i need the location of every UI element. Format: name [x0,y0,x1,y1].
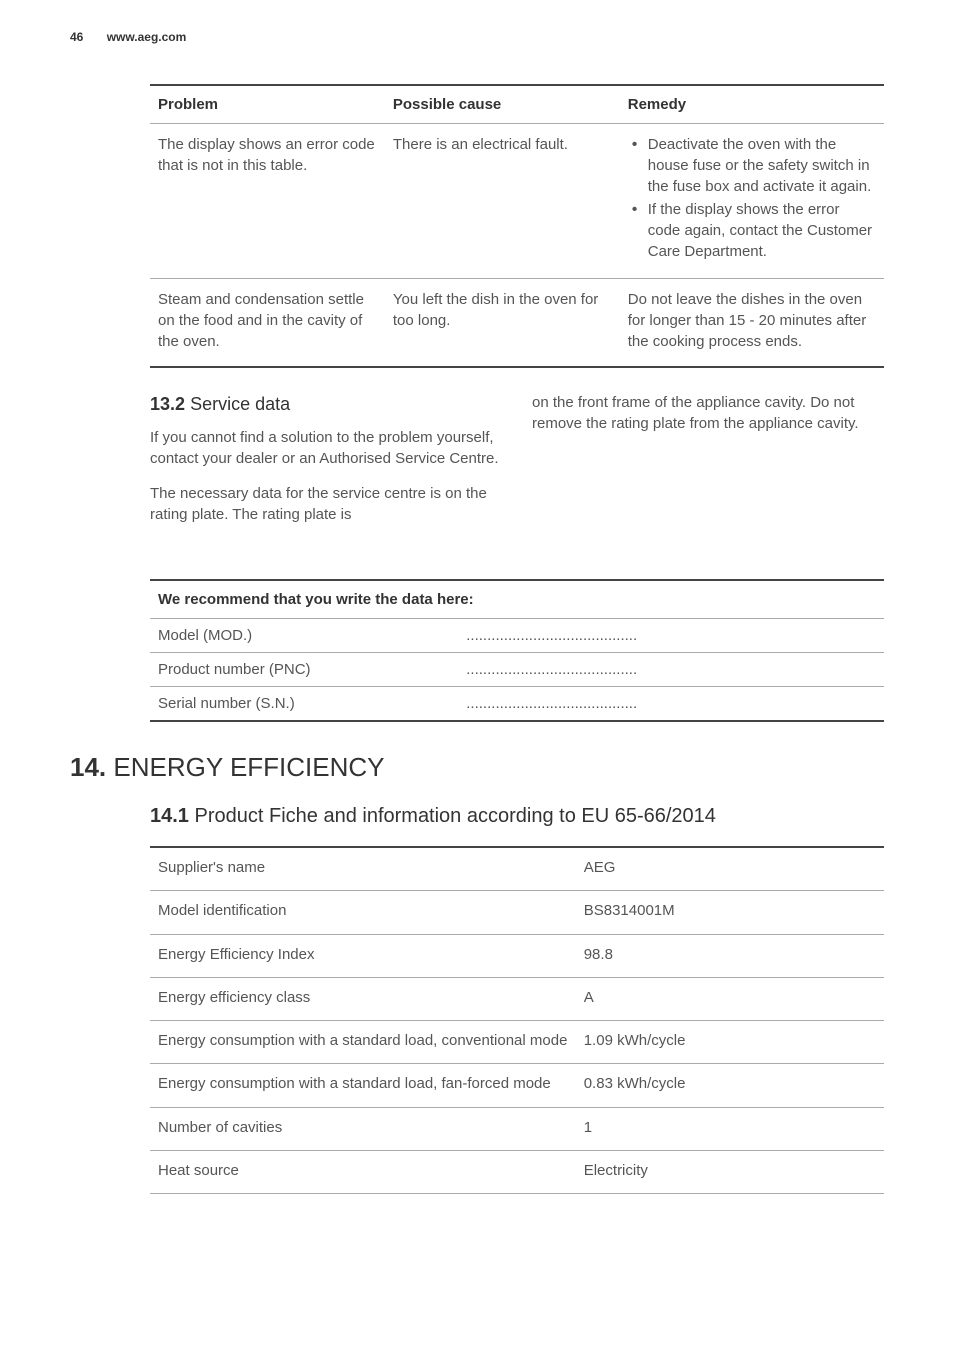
fiche-label: Energy efficiency class [150,977,576,1020]
cell-remedy: Do not leave the dishes in the oven for … [620,279,884,368]
service-heading-num: 13.2 [150,394,185,414]
service-section: 13.2 Service data If you cannot find a s… [150,392,884,539]
fiche-value: 1.09 kWh/cycle [576,1021,884,1064]
fiche-value: 0.83 kWh/cycle [576,1064,884,1107]
table-row: Heat source Electricity [150,1150,884,1193]
table-row: The display shows an error code that is … [150,124,884,279]
table-row: Energy consumption with a standard load,… [150,1021,884,1064]
service-para: The necessary data for the service centr… [150,483,502,525]
sd-label: Serial number (S.N.) [150,687,458,722]
fiche-value: 1 [576,1107,884,1150]
page-header: 46 www.aeg.com [70,30,884,84]
service-para: If you cannot find a solution to the pro… [150,427,502,469]
sd-label: Product number (PNC) [150,653,458,687]
th-cause: Possible cause [385,85,620,124]
product-fiche-table: Supplier's name AEG Model identification… [150,846,884,1194]
chapter-num: 14. [70,752,106,782]
table-row: Model (MOD.) ...........................… [150,619,884,653]
chapter-heading: 14. ENERGY EFFICIENCY [70,752,884,783]
fiche-label: Supplier's name [150,847,576,891]
site-url: www.aeg.com [107,30,187,44]
fiche-label: Energy consumption with a standard load,… [150,1021,576,1064]
fiche-value: A [576,977,884,1020]
fiche-value: AEG [576,847,884,891]
service-data-table: We recommend that you write the data her… [150,579,884,722]
table-row: Number of cavities 1 [150,1107,884,1150]
fiche-label: Heat source [150,1150,576,1193]
subchapter-text: Product Fiche and information according … [195,805,716,827]
troubleshoot-table: Problem Possible cause Remedy The displa… [150,84,884,368]
th-remedy: Remedy [620,85,884,124]
cell-remedy: Deactivate the oven with the house fuse … [620,124,884,279]
sd-value: ........................................… [458,687,884,722]
service-heading-text: Service data [190,394,290,414]
cell-problem: Steam and condensation settle on the foo… [150,279,385,368]
table-row: Product number (PNC) ...................… [150,653,884,687]
table-row: Energy Efficiency Index 98.8 [150,934,884,977]
table-row: Model identification BS8314001M [150,891,884,934]
service-heading: 13.2 Service data [150,392,502,417]
th-problem: Problem [150,85,385,124]
table-row: Energy consumption with a standard load,… [150,1064,884,1107]
service-table-header: We recommend that you write the data her… [150,580,884,619]
fiche-label: Energy Efficiency Index [150,934,576,977]
page-number: 46 [70,30,83,44]
table-row: Energy efficiency class A [150,977,884,1020]
remedy-bullet: If the display shows the error code agai… [628,199,876,262]
sd-value: ........................................… [458,653,884,687]
fiche-value: BS8314001M [576,891,884,934]
fiche-label: Number of cavities [150,1107,576,1150]
service-para-right: on the front frame of the appliance cavi… [532,392,884,434]
sd-value: ........................................… [458,619,884,653]
table-row: Supplier's name AEG [150,847,884,891]
cell-problem: The display shows an error code that is … [150,124,385,279]
fiche-label: Model identification [150,891,576,934]
remedy-bullet: Deactivate the oven with the house fuse … [628,134,876,197]
subchapter-heading: 14.1 Product Fiche and information accor… [150,805,884,828]
fiche-value: Electricity [576,1150,884,1193]
fiche-label: Energy consumption with a standard load,… [150,1064,576,1107]
fiche-value: 98.8 [576,934,884,977]
sd-label: Model (MOD.) [150,619,458,653]
cell-cause: You left the dish in the oven for too lo… [385,279,620,368]
table-row: Steam and condensation settle on the foo… [150,279,884,368]
subchapter-num: 14.1 [150,805,189,827]
cell-cause: There is an electrical fault. [385,124,620,279]
table-row: Serial number (S.N.) ...................… [150,687,884,722]
chapter-text: ENERGY EFFICIENCY [113,752,384,782]
